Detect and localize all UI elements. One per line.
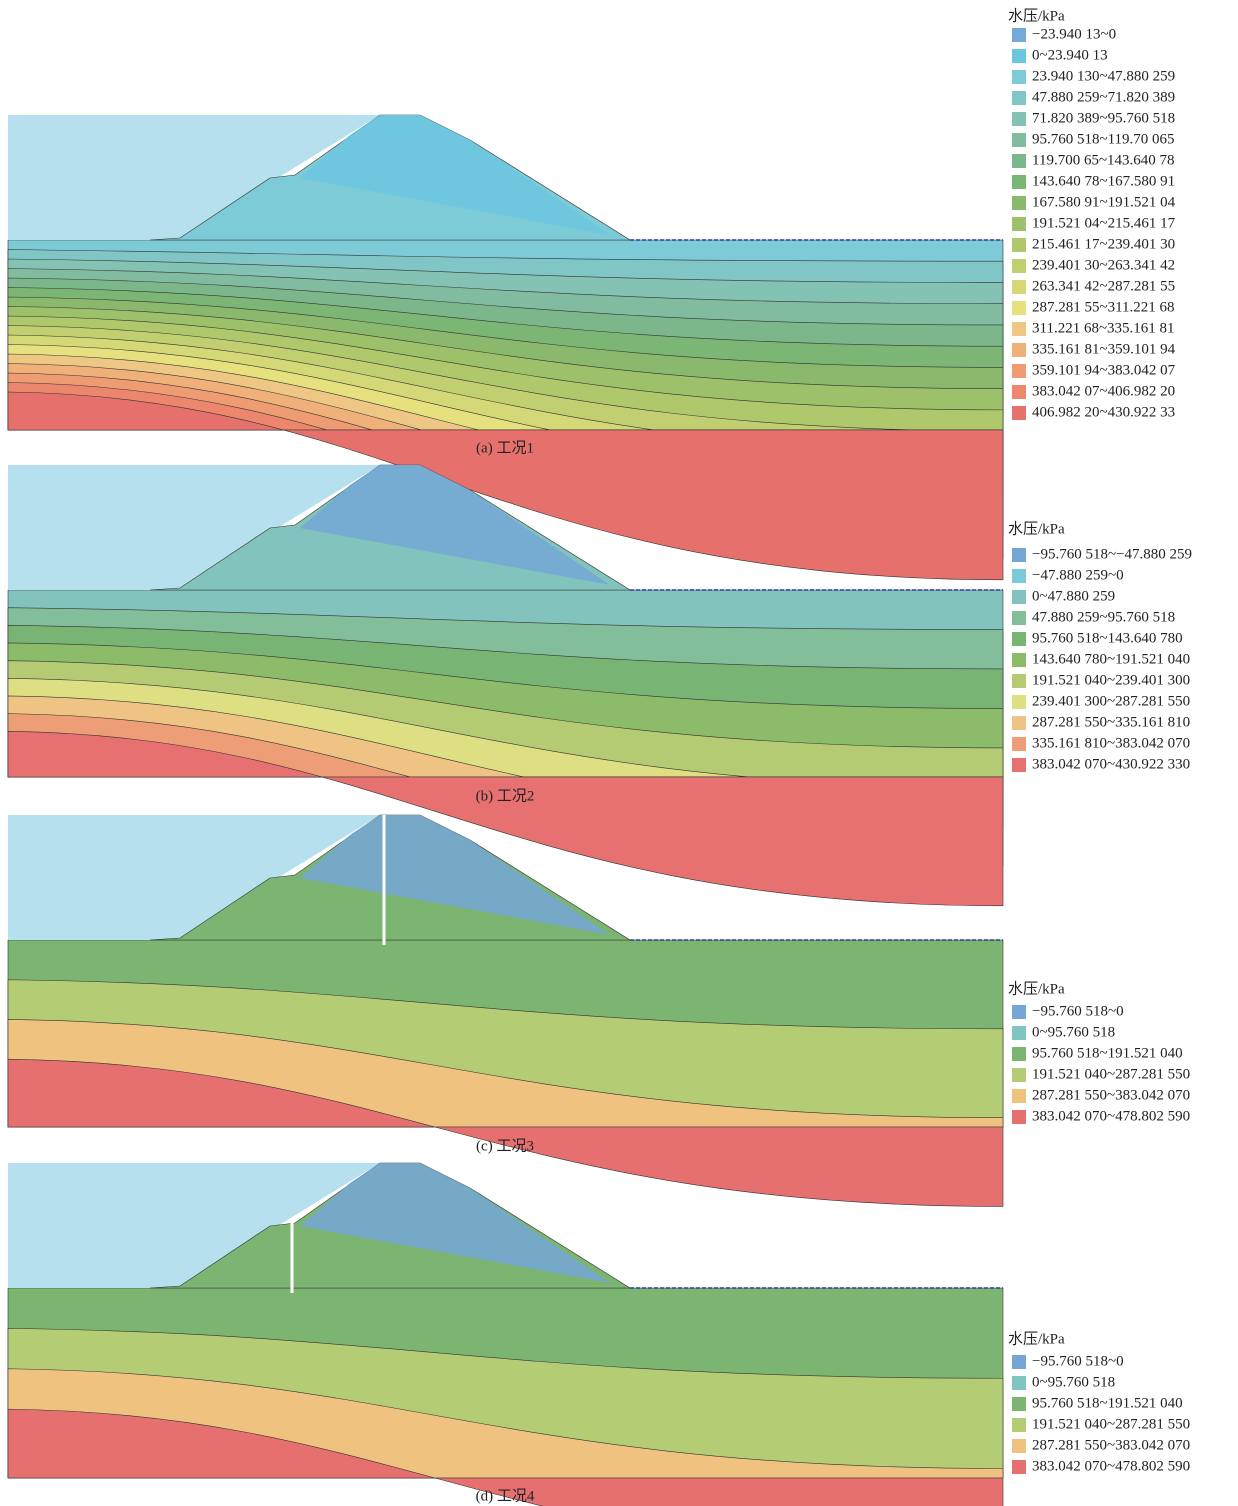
legend-label: 263.341 42~287.281 55: [1032, 278, 1175, 294]
legend-swatch: [1012, 259, 1026, 273]
legend-label: 119.700 65~143.640 78: [1032, 152, 1175, 168]
legend-label: 95.760 518~191.521 040: [1032, 1045, 1183, 1061]
legend-swatch: [1012, 1005, 1026, 1019]
legend-swatch: [1012, 1047, 1026, 1061]
legend-swatch: [1012, 569, 1026, 583]
legend-swatch: [1012, 1439, 1026, 1453]
figure: (a) 工况1 水压/kPa −23.940 13~0 0~23.940 13 23.9…: [0, 0, 1238, 1506]
legend-swatch: [1012, 590, 1026, 604]
legend-swatch: [1012, 737, 1026, 751]
legend-label: 191.521 040~239.401 300: [1032, 672, 1190, 688]
legend-swatch: [1012, 133, 1026, 147]
legend-label: 239.401 30~263.341 42: [1032, 257, 1175, 273]
caption: (c) 工况3: [476, 1137, 534, 1154]
legend-swatch: [1012, 238, 1026, 252]
legend-label: −23.940 13~0: [1032, 26, 1116, 42]
legend-label: 287.281 550~383.042 070: [1032, 1087, 1190, 1103]
legend-swatch: [1012, 1026, 1026, 1040]
legend-label: 335.161 81~359.101 94: [1032, 341, 1176, 357]
legend-label: −95.760 518~0: [1032, 1353, 1124, 1369]
legend-label: 95.760 518~119.70 065: [1032, 131, 1175, 147]
legend-swatch: [1012, 406, 1026, 420]
legend-label: 95.760 518~143.640 780: [1032, 630, 1183, 646]
legend-swatch: [1012, 301, 1026, 315]
legend-label: 383.042 070~430.922 330: [1032, 756, 1190, 772]
legend-label: 406.982 20~430.922 33: [1032, 404, 1175, 420]
legend-swatch: [1012, 70, 1026, 84]
legend-label: 47.880 259~71.820 389: [1032, 89, 1175, 105]
legend-label: −95.760 518~0: [1032, 1003, 1124, 1019]
legend-label: 311.221 68~335.161 81: [1032, 320, 1175, 336]
legend-swatch: [1012, 154, 1026, 168]
legend-label: 239.401 300~287.281 550: [1032, 693, 1190, 709]
legend-swatch: [1012, 91, 1026, 105]
legend-label: 143.640 780~191.521 040: [1032, 651, 1190, 667]
legend-label: 335.161 810~383.042 070: [1032, 735, 1190, 751]
caption: (b) 工况2: [476, 787, 535, 804]
legend-swatch: [1012, 716, 1026, 730]
legend-swatch: [1012, 385, 1026, 399]
legend-label: 191.521 04~215.461 17: [1032, 215, 1176, 231]
legend-label: 383.042 070~478.802 590: [1032, 1108, 1190, 1124]
legend-label: 95.760 518~191.521 040: [1032, 1395, 1183, 1411]
legend-swatch: [1012, 1355, 1026, 1369]
legend-label: −47.880 259~0: [1032, 567, 1124, 583]
legend-swatch: [1012, 611, 1026, 625]
legend-swatch: [1012, 653, 1026, 667]
caption: (a) 工况1: [476, 439, 534, 456]
legend-swatch: [1012, 1460, 1026, 1474]
legend-label: 191.521 040~287.281 550: [1032, 1416, 1190, 1432]
legend-label: 383.042 070~478.802 590: [1032, 1458, 1190, 1474]
legend-label: 0~47.880 259: [1032, 588, 1115, 604]
legend-swatch: [1012, 343, 1026, 357]
legend-swatch: [1012, 280, 1026, 294]
legend-swatch: [1012, 1089, 1026, 1103]
legend-label: −95.760 518~−47.880 259: [1032, 546, 1192, 562]
legend-label: 167.580 91~191.521 04: [1032, 194, 1176, 210]
legend-swatch: [1012, 322, 1026, 336]
legend-swatch: [1012, 1418, 1026, 1432]
legend-swatch: [1012, 196, 1026, 210]
legend-swatch: [1012, 112, 1026, 126]
legend-label: 0~95.760 518: [1032, 1024, 1115, 1040]
legend-title: 水压/kPa: [1008, 1330, 1065, 1347]
legend-swatch: [1012, 1376, 1026, 1390]
legend-swatch: [1012, 674, 1026, 688]
caption: (d) 工况4: [476, 1487, 535, 1504]
legend-label: 23.940 130~47.880 259: [1032, 68, 1175, 84]
legend-label: 143.640 78~167.580 91: [1032, 173, 1175, 189]
legend-swatch: [1012, 175, 1026, 189]
legend-label: 47.880 259~95.760 518: [1032, 609, 1175, 625]
legend-swatch: [1012, 632, 1026, 646]
contour-plot: [8, 1163, 1003, 1506]
legend-label: 287.281 550~335.161 810: [1032, 714, 1190, 730]
legend-label: 0~95.760 518: [1032, 1374, 1115, 1390]
legend-swatch: [1012, 758, 1026, 772]
legend-title: 水压/kPa: [1008, 7, 1065, 24]
legend-label: 215.461 17~239.401 30: [1032, 236, 1175, 252]
legend-label: 383.042 07~406.982 20: [1032, 383, 1175, 399]
legend-swatch: [1012, 548, 1026, 562]
legend-label: 191.521 040~287.281 550: [1032, 1066, 1190, 1082]
legend-swatch: [1012, 28, 1026, 42]
legend-swatch: [1012, 364, 1026, 378]
legend-swatch: [1012, 1110, 1026, 1124]
legend-swatch: [1012, 217, 1026, 231]
legend-swatch: [1012, 1068, 1026, 1082]
legend-label: 0~23.940 13: [1032, 47, 1108, 63]
legend-swatch: [1012, 1397, 1026, 1411]
legend-label: 359.101 94~383.042 07: [1032, 362, 1176, 378]
legend-swatch: [1012, 695, 1026, 709]
legend-label: 287.281 550~383.042 070: [1032, 1437, 1190, 1453]
legend-title: 水压/kPa: [1008, 980, 1065, 997]
legend-title: 水压/kPa: [1008, 520, 1065, 537]
legend-swatch: [1012, 49, 1026, 63]
legend-label: 71.820 389~95.760 518: [1032, 110, 1175, 126]
legend-label: 287.281 55~311.221 68: [1032, 299, 1175, 315]
